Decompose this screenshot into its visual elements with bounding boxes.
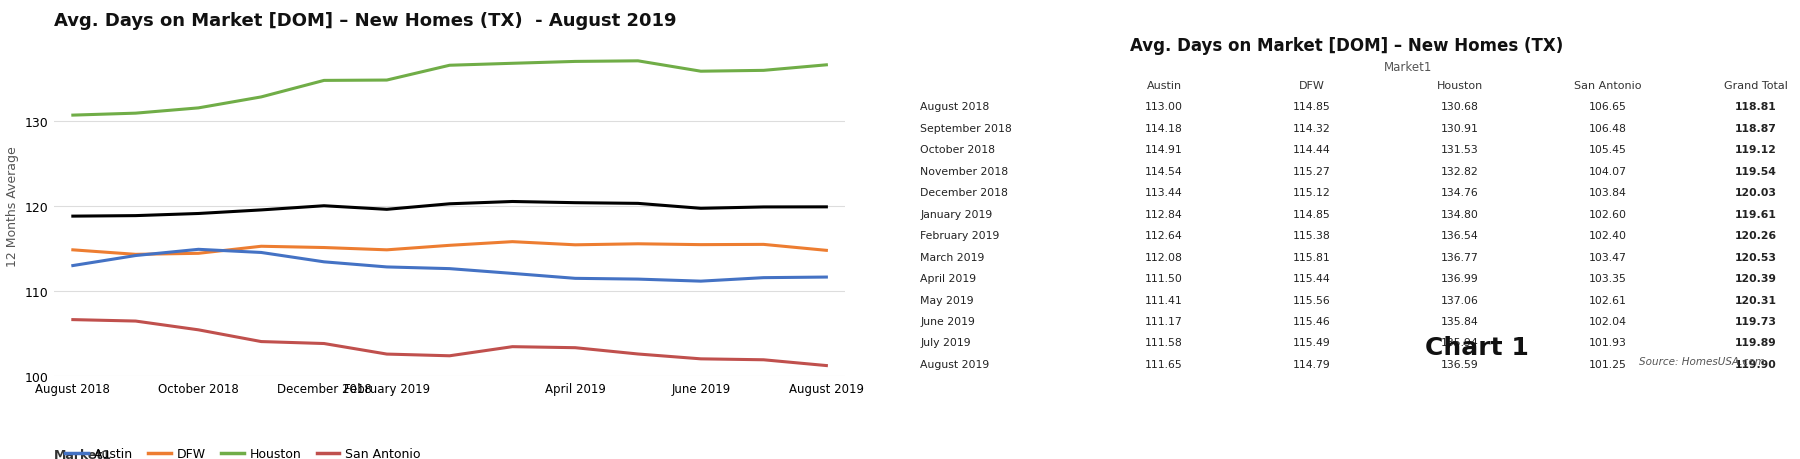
Text: 111.41: 111.41 bbox=[1145, 295, 1183, 305]
Text: 115.46: 115.46 bbox=[1292, 316, 1330, 326]
Text: 114.79: 114.79 bbox=[1292, 359, 1330, 369]
Text: 114.32: 114.32 bbox=[1292, 123, 1330, 134]
Text: 135.84: 135.84 bbox=[1442, 316, 1480, 326]
Text: February 2019: February 2019 bbox=[920, 231, 999, 241]
Text: 118.87: 118.87 bbox=[1735, 123, 1777, 134]
Text: 115.49: 115.49 bbox=[1292, 338, 1330, 347]
Text: 119.90: 119.90 bbox=[1735, 359, 1777, 369]
Text: 119.89: 119.89 bbox=[1735, 338, 1777, 347]
Text: 136.59: 136.59 bbox=[1442, 359, 1480, 369]
Text: 134.76: 134.76 bbox=[1442, 188, 1480, 198]
Text: Grand Total: Grand Total bbox=[1724, 81, 1787, 91]
Text: May 2019: May 2019 bbox=[920, 295, 974, 305]
Text: 102.60: 102.60 bbox=[1589, 209, 1627, 219]
Text: 111.17: 111.17 bbox=[1145, 316, 1183, 326]
Text: 114.91: 114.91 bbox=[1145, 145, 1183, 155]
Text: 136.54: 136.54 bbox=[1442, 231, 1480, 241]
Text: Market1: Market1 bbox=[1384, 61, 1433, 73]
Text: April 2019: April 2019 bbox=[920, 274, 976, 284]
Text: 112.64: 112.64 bbox=[1145, 231, 1183, 241]
Text: 120.39: 120.39 bbox=[1735, 274, 1777, 284]
Legend: Austin, DFW, Houston, San Antonio: Austin, DFW, Houston, San Antonio bbox=[59, 442, 427, 459]
Text: 115.12: 115.12 bbox=[1292, 188, 1330, 198]
Text: 102.04: 102.04 bbox=[1589, 316, 1627, 326]
Text: 114.44: 114.44 bbox=[1292, 145, 1330, 155]
Text: 130.91: 130.91 bbox=[1442, 123, 1480, 134]
Text: 118.81: 118.81 bbox=[1735, 102, 1777, 112]
Text: 119.61: 119.61 bbox=[1735, 209, 1777, 219]
Text: Houston: Houston bbox=[1436, 81, 1483, 91]
Text: 120.03: 120.03 bbox=[1735, 188, 1777, 198]
Text: July 2019: July 2019 bbox=[920, 338, 970, 347]
Text: 113.44: 113.44 bbox=[1145, 188, 1183, 198]
Text: 120.31: 120.31 bbox=[1735, 295, 1777, 305]
Text: Austin: Austin bbox=[1147, 81, 1181, 91]
Text: August 2018: August 2018 bbox=[920, 102, 990, 112]
Text: November 2018: November 2018 bbox=[920, 167, 1008, 176]
Text: 120.26: 120.26 bbox=[1735, 231, 1777, 241]
Text: Chart 1: Chart 1 bbox=[1426, 336, 1530, 359]
Text: December 2018: December 2018 bbox=[920, 188, 1008, 198]
Text: 119.12: 119.12 bbox=[1735, 145, 1777, 155]
Text: Source: HomesUSA.com: Source: HomesUSA.com bbox=[1638, 356, 1764, 366]
Text: August 2019: August 2019 bbox=[920, 359, 990, 369]
Text: 111.50: 111.50 bbox=[1145, 274, 1183, 284]
Text: 104.07: 104.07 bbox=[1589, 167, 1627, 176]
Text: San Antonio: San Antonio bbox=[1575, 81, 1642, 91]
Text: 111.58: 111.58 bbox=[1145, 338, 1183, 347]
Text: 114.85: 114.85 bbox=[1292, 209, 1330, 219]
Text: 102.40: 102.40 bbox=[1589, 231, 1627, 241]
Text: 102.61: 102.61 bbox=[1589, 295, 1627, 305]
Text: 115.81: 115.81 bbox=[1292, 252, 1330, 262]
Text: September 2018: September 2018 bbox=[920, 123, 1012, 134]
Text: 132.82: 132.82 bbox=[1442, 167, 1480, 176]
Text: March 2019: March 2019 bbox=[920, 252, 985, 262]
Text: 136.77: 136.77 bbox=[1442, 252, 1480, 262]
Text: January 2019: January 2019 bbox=[920, 209, 992, 219]
Text: Market1: Market1 bbox=[54, 448, 112, 459]
Text: 112.84: 112.84 bbox=[1145, 209, 1183, 219]
Text: 119.73: 119.73 bbox=[1735, 316, 1777, 326]
Text: 114.18: 114.18 bbox=[1145, 123, 1183, 134]
Text: 101.93: 101.93 bbox=[1589, 338, 1627, 347]
Text: 106.65: 106.65 bbox=[1589, 102, 1627, 112]
Text: 103.84: 103.84 bbox=[1589, 188, 1627, 198]
Text: 120.53: 120.53 bbox=[1735, 252, 1777, 262]
Text: 114.54: 114.54 bbox=[1145, 167, 1183, 176]
Text: 105.45: 105.45 bbox=[1589, 145, 1627, 155]
Text: 114.85: 114.85 bbox=[1292, 102, 1330, 112]
Text: 115.44: 115.44 bbox=[1292, 274, 1330, 284]
Text: 113.00: 113.00 bbox=[1145, 102, 1183, 112]
Text: 134.80: 134.80 bbox=[1442, 209, 1480, 219]
Text: June 2019: June 2019 bbox=[920, 316, 976, 326]
Text: 103.47: 103.47 bbox=[1589, 252, 1627, 262]
Text: 137.06: 137.06 bbox=[1442, 295, 1480, 305]
Text: 136.99: 136.99 bbox=[1442, 274, 1480, 284]
Y-axis label: 12 Months Average: 12 Months Average bbox=[5, 146, 20, 267]
Text: Avg. Days on Market [DOM] – New Homes (TX)  - August 2019: Avg. Days on Market [DOM] – New Homes (T… bbox=[54, 11, 677, 30]
Text: 103.35: 103.35 bbox=[1589, 274, 1627, 284]
Text: 119.54: 119.54 bbox=[1735, 167, 1777, 176]
Text: 130.68: 130.68 bbox=[1442, 102, 1480, 112]
Text: 111.65: 111.65 bbox=[1145, 359, 1183, 369]
Text: October 2018: October 2018 bbox=[920, 145, 995, 155]
Text: 135.94: 135.94 bbox=[1442, 338, 1480, 347]
Text: 112.08: 112.08 bbox=[1145, 252, 1183, 262]
Text: 115.27: 115.27 bbox=[1292, 167, 1330, 176]
Text: 115.56: 115.56 bbox=[1292, 295, 1330, 305]
Text: 115.38: 115.38 bbox=[1292, 231, 1330, 241]
Text: 106.48: 106.48 bbox=[1589, 123, 1627, 134]
Text: Avg. Days on Market [DOM] – New Homes (TX): Avg. Days on Market [DOM] – New Homes (T… bbox=[1130, 37, 1564, 55]
Text: DFW: DFW bbox=[1300, 81, 1325, 91]
Text: 101.25: 101.25 bbox=[1589, 359, 1627, 369]
Text: 131.53: 131.53 bbox=[1442, 145, 1480, 155]
